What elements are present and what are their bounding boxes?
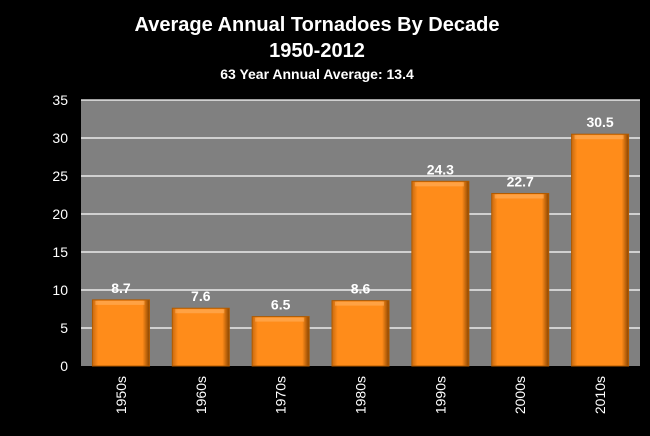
bar-highlight [494, 194, 544, 199]
y-tick-label: 5 [60, 320, 68, 336]
bar [171, 307, 230, 367]
x-tick-label: 1950s [113, 376, 129, 414]
data-label: 8.7 [111, 280, 131, 296]
bar-highlight [175, 309, 225, 314]
x-tick-label: 2010s [592, 376, 608, 414]
y-tick-label: 30 [52, 130, 68, 146]
y-tick-label: 0 [60, 358, 68, 374]
data-label: 22.7 [507, 173, 534, 189]
bar [331, 300, 390, 367]
chart-subtitle: 1950-2012 [269, 40, 365, 62]
bar-highlight [574, 135, 624, 140]
bar [411, 180, 470, 367]
bar [571, 133, 630, 367]
y-tick-label: 10 [52, 282, 68, 298]
y-tick-label: 35 [52, 92, 68, 108]
x-tick-label: 1970s [273, 376, 289, 414]
bar [251, 316, 310, 367]
bar-highlight [335, 301, 384, 306]
x-tick-label: 2000s [512, 376, 528, 414]
y-tick-label: 20 [52, 206, 68, 222]
bar-highlight [414, 182, 464, 187]
data-label: 6.5 [271, 297, 291, 313]
chart-annotation: 63 Year Annual Average: 13.4 [220, 66, 414, 82]
data-label: 7.6 [191, 288, 211, 304]
y-tick-label: 15 [52, 244, 68, 260]
x-tick-label: 1980s [353, 376, 369, 414]
bar-highlight [255, 317, 305, 322]
bar [491, 192, 550, 367]
data-label: 30.5 [586, 114, 613, 130]
bar-highlight [95, 300, 145, 305]
bar [91, 299, 150, 367]
y-tick-label: 25 [52, 168, 68, 184]
chart-title: Average Annual Tornadoes By Decade [134, 14, 500, 36]
x-tick-label: 1990s [432, 376, 448, 414]
x-tick-label: 1960s [193, 376, 209, 414]
data-label: 24.3 [427, 161, 454, 177]
data-label: 8.6 [351, 281, 371, 297]
